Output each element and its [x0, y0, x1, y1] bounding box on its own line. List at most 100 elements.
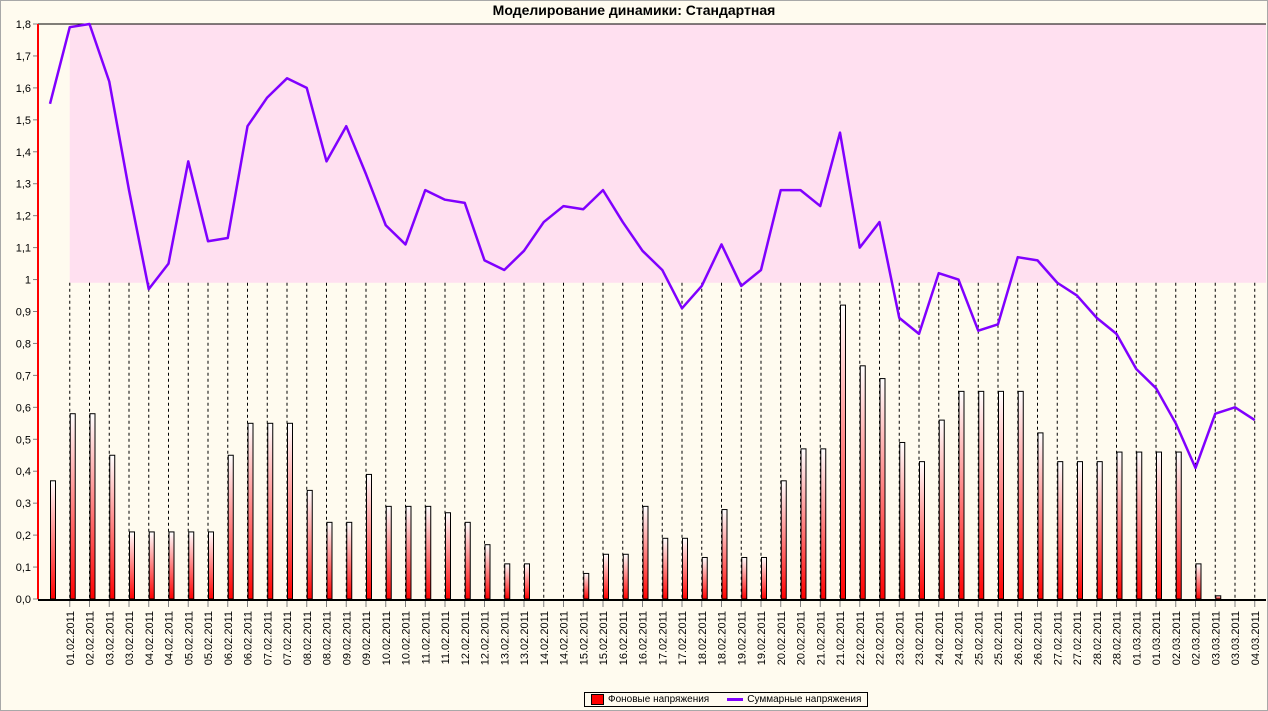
x-tick-label: 13.02.2011: [499, 611, 511, 665]
bar: [741, 556, 748, 600]
y-tick-label: 0,6: [16, 402, 31, 414]
bar: [938, 419, 945, 600]
y-tick-label: 0,3: [16, 498, 31, 510]
y-tick-label: 1,2: [16, 211, 31, 223]
bar: [642, 505, 649, 600]
bar: [859, 365, 866, 600]
x-tick-label: 03.02.2011: [104, 611, 116, 665]
bar: [761, 556, 767, 600]
x-tick-label: 04.02.2011: [164, 611, 176, 665]
bar: [998, 390, 1004, 600]
x-tick-label: 18.02.2011: [697, 611, 709, 665]
y-tick-label: 0,4: [16, 466, 31, 478]
y-tick-label: 0,0: [16, 594, 31, 606]
x-tick-label: 22.02.2011: [855, 611, 867, 665]
y-tick-label: 0,2: [16, 530, 31, 542]
bar: [899, 441, 906, 600]
bar: [366, 473, 372, 600]
x-tick-label: 03.03.2011: [1230, 611, 1242, 665]
x-tick-label: 20.02.2011: [776, 611, 788, 665]
x-tick-label: 27.02.2011: [1072, 611, 1084, 665]
y-tick-label: 1,4: [16, 147, 31, 159]
bar: [978, 390, 985, 600]
y-tick-label: 1,5: [16, 115, 31, 127]
x-tick-label: 05.02.2011: [203, 611, 215, 665]
x-tick-label: 06.02.2011: [223, 611, 235, 665]
y-tick-label: 0,7: [16, 370, 31, 382]
bar: [168, 531, 175, 600]
bar: [1096, 461, 1103, 600]
bar: [1037, 432, 1044, 600]
y-tick-label: 1: [25, 275, 31, 287]
bar: [919, 461, 925, 600]
x-tick-label: 24.02.2011: [954, 611, 966, 665]
bar: [800, 448, 807, 600]
bar: [425, 505, 432, 600]
x-tick-label: 22.02.2011: [875, 611, 887, 665]
bar: [89, 413, 96, 600]
x-tick-label: 08.02.2011: [302, 611, 314, 665]
x-tick-label: 07.02.2011: [282, 611, 294, 665]
y-tick-label: 1,8: [16, 19, 31, 31]
bar: [129, 531, 135, 600]
bar: [69, 413, 76, 600]
x-tick-label: 10.02.2011: [381, 611, 393, 665]
bar: [1077, 461, 1083, 600]
bar: [721, 509, 728, 600]
bar: [227, 454, 234, 600]
bar: [1057, 461, 1064, 600]
bar: [780, 480, 787, 600]
y-tick-label: 1,1: [16, 243, 31, 255]
bar: [148, 531, 155, 600]
x-tick-label: 11.02.2011: [420, 611, 432, 664]
x-tick-label: 12.02.2011: [460, 611, 472, 665]
x-tick-label: 23.02.2011: [914, 611, 926, 665]
legend-label-bars: Фоновые напряжения: [608, 694, 710, 705]
x-tick-label: 03.03.2011: [1210, 611, 1222, 665]
x-tick-label: 17.02.2011: [657, 611, 669, 665]
y-tick-label: 0,9: [16, 307, 31, 319]
y-tick-label: 0,1: [16, 562, 31, 574]
bar: [1017, 390, 1024, 600]
x-tick-label: 16.02.2011: [638, 611, 650, 665]
bar: [306, 489, 313, 600]
x-tick-label: 15.02.2011: [598, 611, 610, 665]
x-tick-label: 15.02.2011: [578, 611, 590, 665]
x-tick-label: 03.02.2011: [124, 611, 136, 665]
bar: [1116, 451, 1123, 600]
bar: [682, 537, 688, 600]
bar: [603, 553, 609, 600]
legend-label-line: Суммарные напряжения: [747, 694, 862, 705]
bar: [346, 521, 353, 600]
bar: [287, 422, 293, 600]
x-tick-label: 21.02.2011: [815, 611, 827, 665]
x-tick-label: 11.02.2011: [440, 611, 452, 664]
y-tick-label: 0,5: [16, 434, 31, 446]
x-tick-label: 08.02.2011: [322, 611, 334, 665]
bar: [405, 505, 412, 600]
x-tick-label: 19.02.2011: [736, 611, 748, 665]
legend: Фоновые напряжения Суммарные напряжения: [584, 692, 869, 707]
bar: [464, 521, 471, 600]
x-tick-label: 01.03.2011: [1151, 611, 1163, 665]
x-tick-label: 13.02.2011: [519, 611, 531, 665]
x-tick-label: 12.02.2011: [480, 611, 492, 665]
y-tick-label: 1,3: [16, 179, 31, 191]
x-tick-label: 25.02.2011: [973, 611, 985, 665]
x-tick-label: 10.02.2011: [401, 611, 413, 665]
line-legend-swatch: [727, 698, 744, 701]
x-tick-label: 17.02.2011: [677, 611, 689, 665]
x-tick-label: 05.02.2011: [183, 611, 195, 665]
bar: [188, 531, 195, 600]
x-tick-label: 23.02.2011: [894, 611, 906, 665]
threshold-band: [69, 24, 1266, 283]
y-tick-label: 0,8: [16, 338, 31, 350]
x-tick-label: 20.02.2011: [796, 611, 808, 665]
bar: [622, 553, 629, 600]
x-tick-label: 01.03.2011: [1131, 611, 1143, 665]
x-tick-label: 19.02.2011: [756, 611, 768, 665]
x-tick-label: 24.02.2011: [934, 611, 946, 665]
x-tick-label: 27.02.2011: [1052, 611, 1064, 665]
bar: [1195, 563, 1202, 600]
